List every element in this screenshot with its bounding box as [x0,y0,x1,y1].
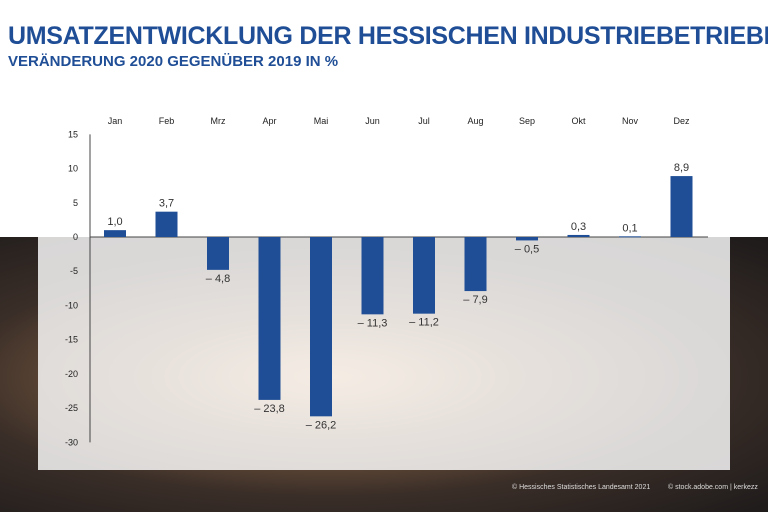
data-label: 8,9 [674,162,689,174]
x-tick-label: Apr [262,116,276,126]
y-tick-label: -5 [70,266,78,276]
data-label: – 4,8 [206,273,230,285]
bar [258,237,281,400]
y-tick-label: -15 [65,335,78,345]
data-label: 0,3 [571,221,586,233]
data-label: – 26,2 [306,419,337,431]
bar [155,211,178,237]
y-tick-label: -20 [65,369,78,379]
y-tick-label: 0 [73,232,78,242]
data-label: – 23,8 [254,403,285,415]
bar [464,237,487,292]
x-tick-label: Nov [622,116,639,126]
y-tick-label: 15 [68,129,78,139]
bar [619,236,641,238]
bar [567,234,590,237]
credit-photo: © stock.adobe.com | kerkezz [668,484,758,491]
y-tick-label: 5 [73,198,78,208]
x-tick-label: Jan [108,116,123,126]
y-tick-label: -30 [65,437,78,447]
x-tick-label: Dez [673,116,690,126]
x-tick-label: Sep [519,116,535,126]
y-tick-label: -10 [65,300,78,310]
bar [310,237,332,417]
bar [516,237,538,241]
bar [104,230,126,237]
bar [670,176,693,237]
x-tick-label: Aug [467,116,483,126]
y-tick-label: 10 [68,164,78,174]
x-tick-label: Okt [571,116,586,126]
data-label: – 7,9 [463,294,487,306]
bar [413,237,435,314]
x-tick-label: Mrz [211,116,226,126]
data-label: – 11,2 [409,317,439,329]
x-tick-label: Mai [314,116,329,126]
data-label: 3,7 [159,198,174,210]
y-tick-label: -25 [65,403,78,413]
x-tick-label: Jun [365,116,380,126]
bar [207,237,229,270]
x-tick-label: Jul [418,116,430,126]
data-label: – 0,5 [515,243,539,255]
chart-title: UMSATZENTWICKLUNG DER HESSISCHEN INDUSTR… [8,22,768,50]
data-label: – 11,3 [358,317,388,329]
credit-source: © Hessisches Statistisches Landesamt 202… [512,484,651,491]
chart-subtitle: VERÄNDERUNG 2020 GEGENÜBER 2019 IN % [8,53,339,70]
bar [361,237,384,315]
data-label: 0,1 [622,222,637,234]
x-tick-label: Feb [159,116,175,126]
chart-panel [38,237,730,470]
data-label: 1,0 [107,216,122,228]
